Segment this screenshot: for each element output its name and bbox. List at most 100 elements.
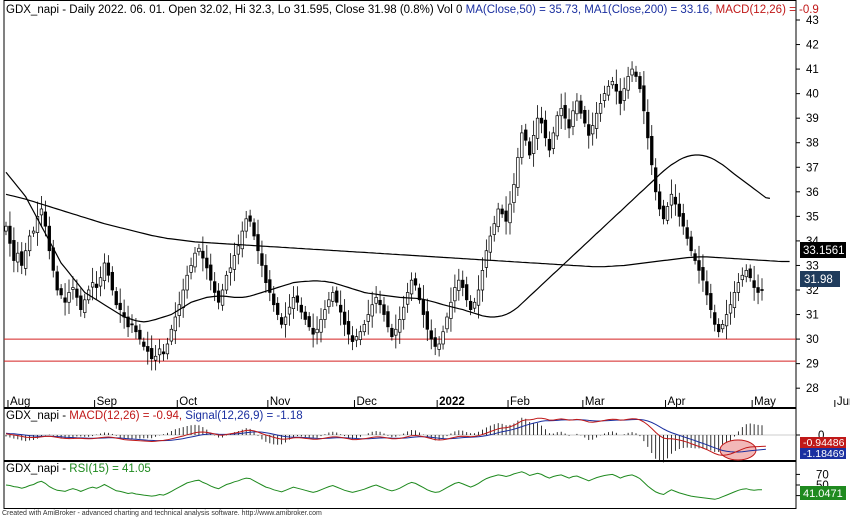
candle [130, 314, 134, 333]
candle [43, 200, 48, 237]
candle [220, 283, 225, 311]
candle-body-up [409, 279, 414, 295]
candle [433, 328, 437, 356]
candle [264, 254, 268, 293]
candle [4, 221, 8, 236]
candle-body-down [339, 304, 343, 313]
candle [161, 344, 166, 361]
candle [169, 324, 174, 346]
candle [535, 105, 540, 151]
candle [27, 229, 32, 257]
price-tick-label: 32 [806, 285, 819, 297]
candle [402, 295, 406, 330]
candle-body-up [165, 343, 170, 355]
candle-body-up [602, 93, 607, 101]
candle-body-up [516, 157, 520, 188]
price-tick-label: 31 [806, 310, 819, 322]
candle-body-down [756, 287, 760, 293]
candle [279, 313, 284, 329]
price-tick-label: 41 [806, 64, 819, 76]
candle [323, 300, 327, 329]
price-panel [3, 0, 797, 408]
candle-body-down [94, 283, 99, 288]
candle-body-down [209, 264, 213, 281]
candle [492, 215, 496, 242]
candle [346, 310, 351, 345]
candle [331, 286, 335, 307]
candle [465, 276, 469, 307]
candle [374, 286, 378, 314]
candle [394, 314, 398, 349]
candle [728, 291, 733, 325]
candle [543, 110, 548, 147]
candle [614, 69, 618, 105]
candle-body-up [598, 103, 603, 114]
candle-body-up [472, 301, 477, 309]
date-tick-label: Jun [837, 396, 850, 408]
candle [102, 253, 107, 290]
candle [295, 286, 300, 311]
candle [453, 274, 457, 313]
candle-body-up [555, 115, 559, 137]
candle [496, 202, 500, 233]
candle-body-down [138, 329, 142, 340]
candle [303, 305, 307, 325]
title-part-ma50: MA(Close,50) = 35.73, [466, 4, 585, 16]
ma200-value-label: 33.1561 [803, 245, 845, 257]
candle-body-down [681, 213, 685, 227]
candle-body-up [197, 247, 201, 253]
candle-body-up [571, 110, 575, 127]
candle-body-down [205, 257, 209, 269]
candle [173, 302, 177, 344]
candle [441, 325, 445, 350]
candle [90, 267, 95, 301]
candle-body-down [587, 124, 591, 136]
date-tick-label: Oct [179, 396, 198, 408]
candle-body-down [677, 203, 681, 217]
candle-body-up [220, 289, 225, 306]
candle-body-down [12, 240, 16, 261]
candle-body-down [248, 215, 252, 222]
candle-body-up [236, 245, 240, 255]
rsi-tick-label: 70 [816, 469, 829, 481]
candle-body-down [303, 311, 307, 320]
candle-body-down [146, 346, 150, 352]
candle-body-down [705, 281, 709, 296]
candle [236, 234, 240, 265]
candle-body-down [386, 311, 390, 328]
candle-body-down [260, 253, 264, 266]
price-tick-label: 37 [806, 162, 819, 174]
candle-body-down [279, 317, 284, 325]
candle [531, 120, 536, 167]
ma200-value-badge: 33.1561 [800, 242, 846, 258]
macd-panel-title: GDX_napi - MACD(12,26) = -0.94, Signal(1… [6, 410, 303, 422]
candle [71, 276, 75, 300]
candle [205, 245, 209, 280]
candle-body-down [642, 85, 646, 112]
candle-body-down [748, 268, 752, 279]
price-tick-label: 33 [806, 260, 819, 272]
candle-body-down [252, 222, 256, 237]
candle-body-up [354, 336, 359, 341]
candle-body-down [268, 279, 272, 293]
candle [508, 191, 512, 235]
candle-body-down [346, 321, 351, 335]
candle-body-up [626, 76, 630, 91]
candle [75, 279, 79, 306]
candle [740, 267, 744, 287]
candle [126, 305, 130, 337]
candle [185, 265, 189, 299]
candle-body-up [287, 306, 292, 315]
candle [622, 77, 626, 111]
candle-body-up [370, 304, 374, 317]
candle [106, 255, 111, 283]
candle-body-down [110, 271, 114, 291]
candle-body-up [323, 309, 327, 320]
date-tick-label: Aug [10, 396, 30, 408]
candle-body-down [752, 280, 756, 288]
candle-body-up [181, 289, 185, 309]
candle-body-up [315, 328, 319, 334]
candle [701, 254, 705, 292]
date-axis: Aug Sep Oct Nov Dec 2022 Feb Mar Apr May Jun [7, 396, 850, 408]
